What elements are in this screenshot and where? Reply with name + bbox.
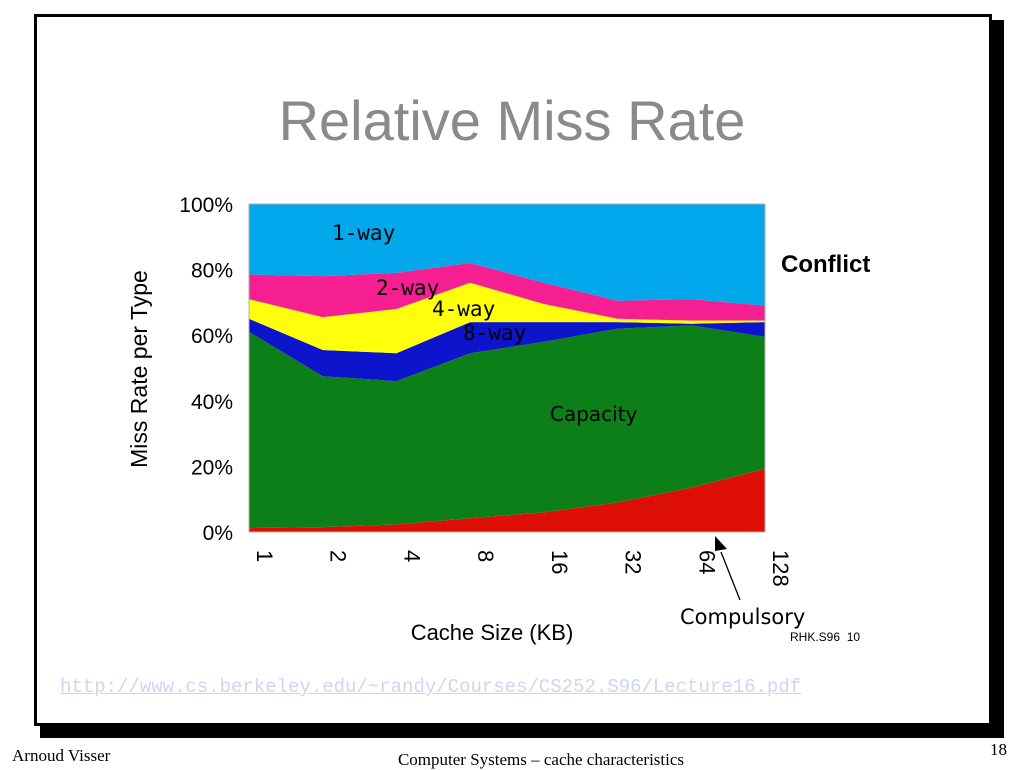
x-tick-label: 8 xyxy=(473,550,498,562)
area-compulsory xyxy=(249,468,765,532)
y-tick-label: 80% xyxy=(191,260,233,283)
x-axis-label: Cache Size (KB) xyxy=(411,620,574,645)
label-1-way: 1-way xyxy=(332,221,395,245)
area-4-way xyxy=(249,282,765,354)
y-tick-label: 100% xyxy=(179,194,233,217)
footer-course: Computer Systems – cache characteristics xyxy=(397,750,685,769)
x-tick-label: 32 xyxy=(621,550,646,574)
chart-areas xyxy=(249,204,765,532)
y-axis-label: Miss Rate per Type xyxy=(126,270,152,468)
label-capacity: Capacity xyxy=(550,402,638,426)
label-conflict: Conflict xyxy=(781,251,870,278)
y-axis-ticks: 0% 20% 40% 60% 80% 100% xyxy=(179,194,233,545)
area-1-way xyxy=(249,204,765,306)
y-tick-label: 20% xyxy=(191,456,233,479)
label-4-way: 4-way xyxy=(432,297,495,321)
plot-border xyxy=(248,203,766,533)
x-tick-label: 4 xyxy=(399,550,424,562)
label-2-way: 2-way xyxy=(376,276,439,300)
area-2-way xyxy=(249,263,765,321)
footer-author: Arnoud Visser xyxy=(12,746,111,765)
y-tick-label: 0% xyxy=(203,522,233,545)
x-tick-label: 1 xyxy=(252,550,277,562)
area-8-way xyxy=(249,318,765,382)
x-tick-label: 128 xyxy=(768,550,793,587)
page-number: 18 xyxy=(990,740,1007,759)
slide-title: Relative Miss Rate xyxy=(278,89,746,152)
source-link[interactable]: http://www.cs.berkeley.edu/~randy/Course… xyxy=(60,676,802,698)
x-tick-label: 16 xyxy=(547,550,572,574)
label-compulsory: Compulsory xyxy=(680,605,805,629)
chart-credit: RHK.S96 10 xyxy=(790,630,860,644)
x-tick-label: 2 xyxy=(326,550,351,562)
area-capacity xyxy=(249,325,765,529)
y-tick-label: 60% xyxy=(191,325,233,348)
x-axis-ticks: 1 2 4 8 16 32 64 128 xyxy=(252,550,793,587)
compulsory-pointer-arrowhead xyxy=(715,536,727,551)
x-tick-label: 64 xyxy=(694,550,719,574)
y-tick-label: 40% xyxy=(191,391,233,414)
compulsory-pointer-line xyxy=(720,551,741,601)
label-8-way: 8-way xyxy=(463,321,526,345)
